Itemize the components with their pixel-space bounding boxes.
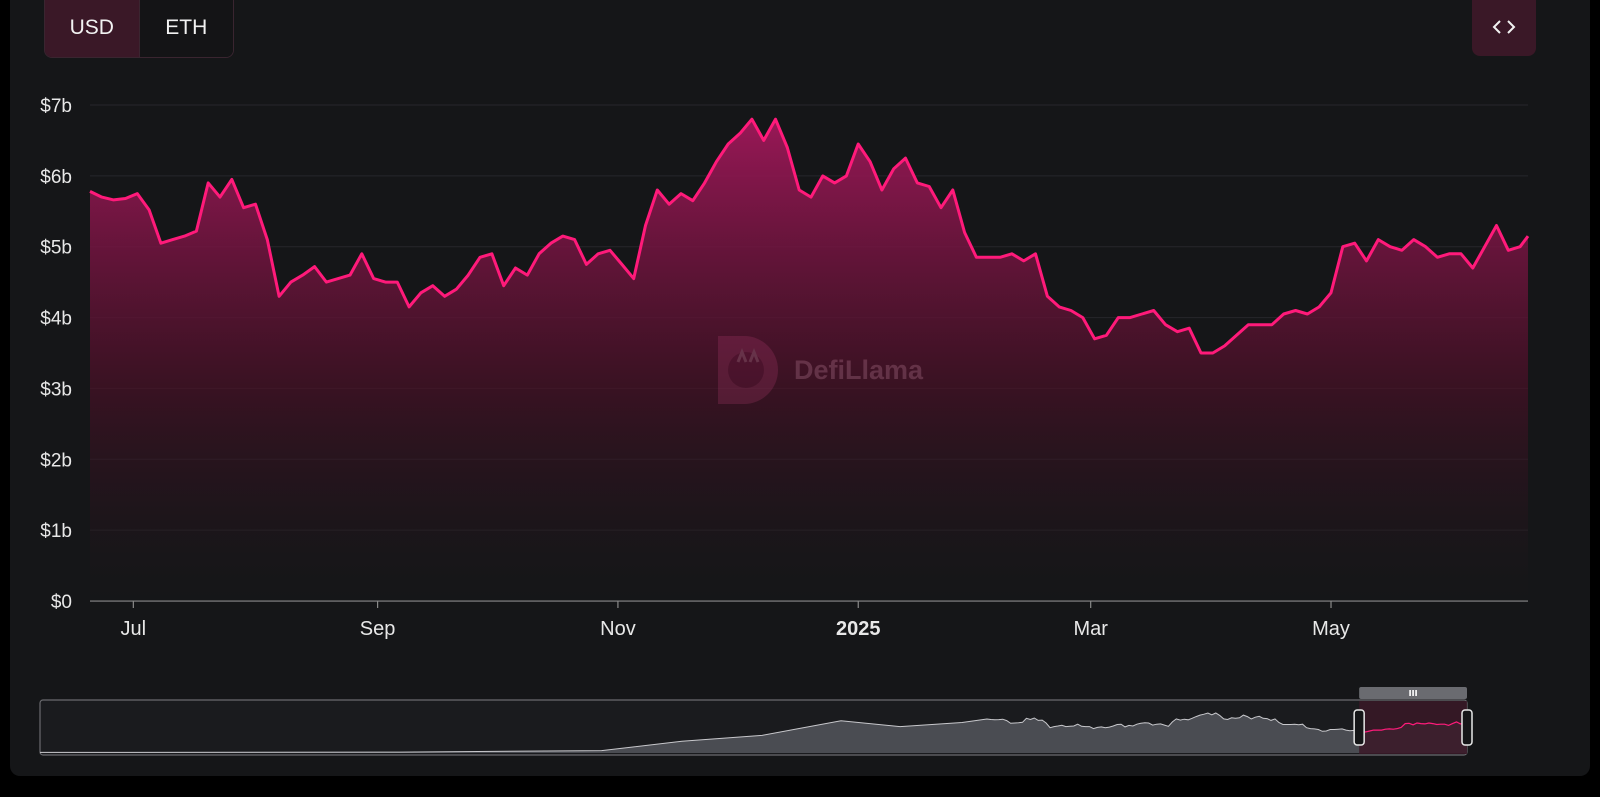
tvl-chart: $0 $1b $2b $3b $4b $5b $6b $7b Jul Sep Nov 2025 Mar… bbox=[39, 96, 1530, 756]
brush-selection[interactable] bbox=[1359, 701, 1467, 754]
brush-handle-left[interactable] bbox=[1353, 709, 1365, 746]
y-tick-label: $7b bbox=[40, 96, 72, 117]
x-tick-label: Sep bbox=[360, 618, 396, 640]
watermark-text: DefiLlama bbox=[794, 354, 924, 385]
x-tick-label: Jul bbox=[121, 618, 147, 640]
y-tick-label: $2b bbox=[40, 450, 72, 471]
embed-button[interactable] bbox=[1472, 0, 1536, 56]
brush-selection-line bbox=[1361, 721, 1468, 733]
code-brackets-icon bbox=[1492, 20, 1516, 34]
y-tick-label: $0 bbox=[51, 592, 72, 613]
y-tick-label: $4b bbox=[40, 309, 72, 330]
x-tick-label: Mar bbox=[1073, 618, 1108, 640]
y-tick-label: $1b bbox=[40, 521, 72, 542]
watermark: DefiLlama bbox=[714, 332, 923, 408]
grip-icon bbox=[1409, 690, 1417, 696]
y-tick-label: $5b bbox=[40, 238, 72, 259]
eth-button[interactable]: ETH bbox=[138, 0, 233, 57]
currency-toggle: USD ETH bbox=[44, 0, 234, 58]
x-axis: Jul Sep Nov 2025 Mar May bbox=[90, 600, 1528, 640]
y-axis: $0 $1b $2b $3b $4b $5b $6b $7b bbox=[40, 96, 72, 613]
x-tick-label: Nov bbox=[600, 618, 636, 640]
y-tick-label: $6b bbox=[40, 167, 72, 188]
x-tick-label: 2025 bbox=[836, 618, 881, 640]
chart-panel: USD ETH $0 $1b $2b $3b $4b $5b $6b $7b Jul Sep No… bbox=[10, 0, 1590, 776]
tvl-line bbox=[89, 117, 1530, 355]
y-tick-label: $3b bbox=[40, 379, 72, 400]
x-tick-label: May bbox=[1312, 618, 1350, 640]
brush-handle-right[interactable] bbox=[1461, 709, 1473, 746]
llama-logo-icon bbox=[718, 336, 778, 404]
range-brush[interactable] bbox=[39, 687, 1473, 756]
brush-area bbox=[40, 713, 1467, 753]
tvl-area bbox=[90, 119, 1528, 601]
usd-button[interactable]: USD bbox=[45, 0, 139, 57]
